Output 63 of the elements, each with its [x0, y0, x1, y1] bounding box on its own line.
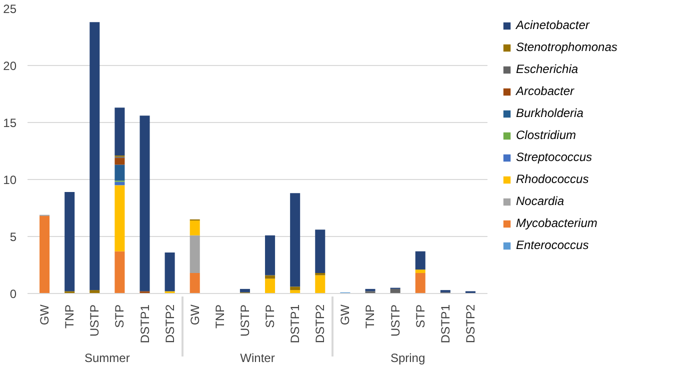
bar — [90, 22, 100, 290]
x-tick-label: STP — [112, 304, 127, 328]
legend-label: Escherichia — [516, 62, 578, 76]
x-tick-label: DSTP1 — [288, 304, 302, 344]
legend-label: Enterococcus — [516, 238, 589, 252]
x-tick-label: USTP — [238, 304, 252, 337]
legend-label: Burkholderia — [516, 106, 584, 120]
legend-label: Streptococcus — [516, 150, 592, 164]
bar — [114, 164, 125, 181]
bar — [114, 108, 125, 156]
bar — [415, 251, 426, 270]
bar — [265, 278, 276, 294]
x-tick-label: GW — [188, 304, 202, 326]
legend-label: Clostridium — [516, 128, 576, 142]
x-tick-label: GW — [38, 304, 52, 326]
text: Summer — [84, 351, 130, 366]
x-tick-label: USTP — [88, 304, 102, 337]
x-tick-label: TNP — [363, 304, 378, 328]
text: Winter — [240, 351, 275, 366]
bar — [415, 270, 426, 273]
legend-label: Arcobacter — [516, 84, 574, 98]
bar — [240, 288, 250, 292]
bar — [415, 272, 426, 294]
y-tick-label: 25 — [3, 2, 17, 16]
x-tick-label: DSTP2 — [162, 304, 177, 344]
bar — [265, 235, 276, 276]
legend-label: Acinetobacter — [516, 18, 590, 32]
x-tick-label: STP — [413, 304, 428, 328]
x-tick-label: DSTP2 — [313, 304, 328, 344]
bar — [40, 216, 50, 294]
bar — [315, 275, 326, 294]
bar — [114, 251, 125, 294]
y-tick-label: 15 — [3, 116, 17, 130]
x-tick-label: TNP — [212, 304, 227, 328]
bar — [190, 272, 200, 294]
bar — [290, 193, 300, 287]
legend-label: Stenotrophomonas — [516, 40, 618, 54]
bar — [315, 230, 326, 273]
bar — [64, 192, 75, 292]
x-tick-label: USTP — [388, 304, 402, 337]
bar — [365, 288, 376, 292]
x-tick-label: DSTP1 — [138, 304, 152, 344]
x-tick-label: DSTP2 — [463, 304, 478, 344]
x-tick-label: GW — [338, 304, 352, 326]
legend-label: Rhodococcus — [516, 172, 589, 186]
x-tick-label: TNP — [62, 304, 77, 328]
y-tick-label: 20 — [3, 59, 17, 73]
y-tick-label: 10 — [3, 173, 17, 187]
legend-label: Nocardia — [516, 194, 564, 208]
bar — [164, 252, 175, 292]
bar — [114, 158, 125, 165]
bar — [190, 235, 200, 273]
bar — [290, 286, 300, 290]
y-tick-label: 5 — [10, 230, 17, 244]
text: Spring — [390, 351, 426, 366]
bar — [315, 272, 326, 276]
bar — [190, 220, 200, 236]
x-tick-label: DSTP1 — [438, 304, 452, 344]
legend-label: Mycobacterium — [516, 216, 598, 230]
bar — [140, 116, 150, 292]
x-tick-label: STP — [263, 304, 278, 328]
y-tick-label: 0 — [10, 287, 17, 301]
bar — [114, 185, 125, 252]
